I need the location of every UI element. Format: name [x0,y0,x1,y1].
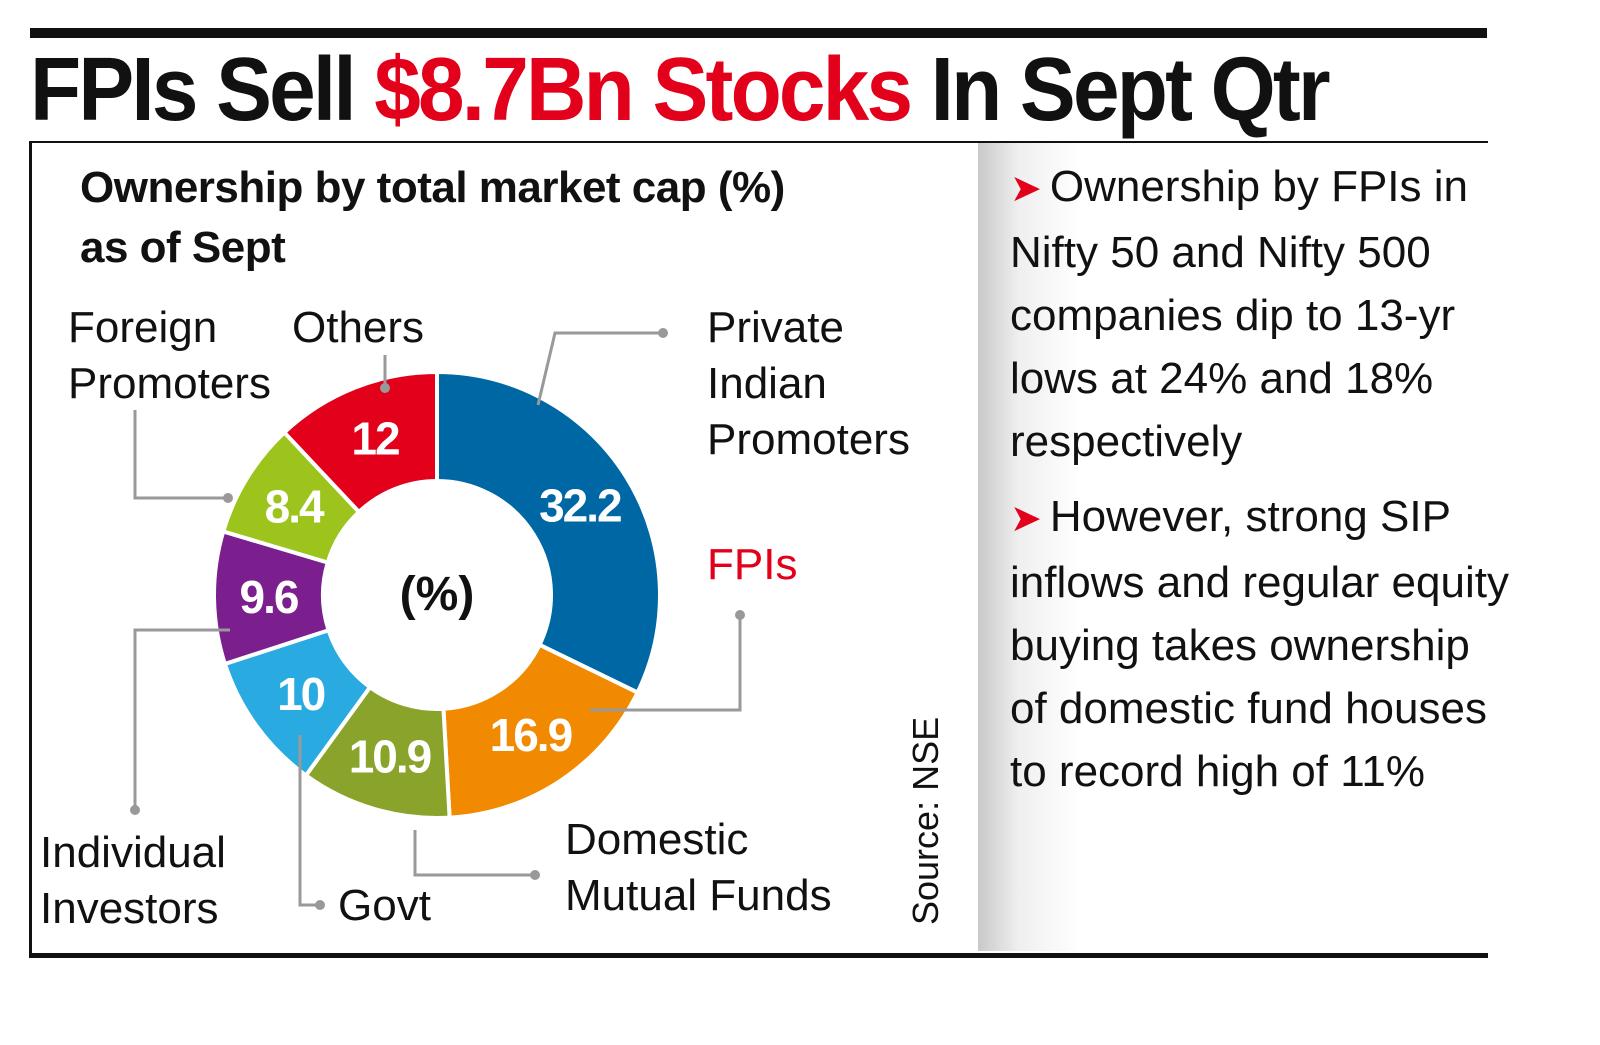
leader-line-foreign [133,410,228,500]
value-label: 12 [351,412,399,464]
value-label: 10 [277,668,325,720]
chart-title-line: Ownership by total market cap (%) [80,163,785,212]
slice-others [281,369,439,515]
leader-line-fpis [590,615,742,712]
leader-lines [133,331,742,907]
label-line: Investors [40,884,219,933]
value-label: 32.2 [539,480,621,532]
leader-line-govt [298,735,320,907]
headline: FPIs Sell $8.7Bn Stocks In Sept Qtr [30,40,1331,140]
center-label: (%) [400,568,475,621]
label-foreign-promoters: Foreign Promoters [68,300,271,412]
label-others: Others [292,303,425,352]
bullet-point: ➤ However, strong SIP inflows and regular… [1010,485,1510,803]
label-line: Mutual Funds [565,871,832,920]
value-label: 10.9 [349,731,431,783]
bullet-text: However, strong SIP inflows and regular … [1010,492,1509,796]
label-individual-investors: Individual Investors [40,825,226,937]
slice-fpis [441,642,641,820]
leader-line-private [536,331,663,406]
value-label: 8.4 [265,481,325,533]
label-govt: Govt [338,881,431,930]
label-line: Domestic [565,815,749,864]
headline-highlight: $8.7Bn Stocks [374,40,913,140]
headline-part2: In Sept Qtr [910,40,1331,140]
graphic-frame [29,141,1488,958]
label-line: Promoters [707,415,910,464]
value-label: 9.6 [240,571,298,623]
headline-part1: FPIs Sell [30,40,375,140]
bullet-point: ➤ Ownership by FPIs in Nifty 50 and Nifty… [1010,155,1510,473]
label-line: Individual [40,828,226,877]
leader-line-individual [133,628,230,810]
label-line: Indian [707,359,827,408]
label-domestic-mutual-funds: Domestic Mutual Funds [565,812,832,924]
side-panel [978,143,1488,951]
label-line: Foreign [68,303,218,352]
slice-private-indian-promoters [435,369,662,696]
top-rule [30,28,1487,38]
label-private-indian-promoters: Private Indian Promoters [707,300,910,468]
red-arrowhead-icon: ➤ [1010,168,1042,210]
leader-line-dmf [413,830,535,877]
red-arrowhead-icon: ➤ [1010,498,1042,540]
chart-title: Ownership by total market cap (%) as of … [80,158,785,278]
value-label: 16.9 [490,709,572,761]
leader-dots [130,328,745,910]
bullet-text: Ownership by FPIs in Nifty 50 and Nifty … [1010,162,1468,466]
key-points: ➤ Ownership by FPIs in Nifty 50 and Nifty… [1010,155,1510,815]
chart-subtitle: as of Sept [80,223,286,272]
source-note: Source: NSE [905,716,946,925]
label-line: Private [707,303,844,352]
label-fpis: FPIs [707,540,798,589]
label-line: Promoters [68,359,271,408]
